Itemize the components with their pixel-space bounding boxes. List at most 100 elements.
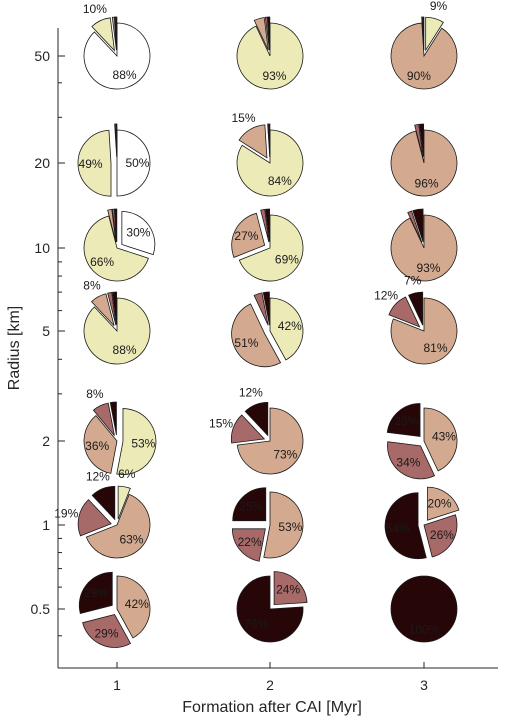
pie-2-20: 84% 15%: [232, 111, 304, 197]
pie-slice: [263, 491, 304, 559]
x-tick-label: 2: [266, 677, 274, 693]
pie-slice: [236, 575, 304, 643]
pie-slice: [117, 485, 131, 520]
pie-slice: [77, 499, 112, 537]
pie-3-1: 20% 26% 54%: [384, 486, 460, 560]
pie-slice: [262, 291, 270, 326]
pie-slice: [408, 291, 424, 326]
pie-slice: [423, 514, 458, 558]
y-axis-label: Radius [km]: [6, 306, 23, 390]
pie-slice: [236, 22, 304, 90]
pie-2-10: 69% 27%: [231, 208, 304, 282]
pie-slice: [390, 22, 458, 90]
pie-slice: [83, 415, 118, 474]
pie-charts: 88% 10% 93% 9% 90% 50% 49% 84% 15% 96% 30% 66% 69% 27…: [54, 0, 460, 648]
pie-slice: [92, 402, 115, 436]
slice-percent-label: 7%: [404, 273, 422, 287]
pie-slice: [390, 575, 458, 643]
slice-percent-label: 23%: [394, 414, 418, 428]
slice-percent-label: 88%: [113, 343, 137, 357]
slice-percent-label: 69%: [275, 253, 299, 267]
pie-slice: [425, 16, 444, 52]
slice-percent-label: 34%: [396, 455, 420, 469]
pie-slice: [253, 17, 269, 51]
x-axis-label: Formation after CAI [Myr]: [182, 699, 362, 716]
pie-3-0_5: 100%: [390, 575, 458, 643]
pie-slice: [387, 441, 436, 480]
pie-slice: [388, 296, 421, 328]
pie-1-5: 88% 8%: [83, 278, 151, 365]
pie-slice: [112, 291, 118, 326]
pie-3-5: 81% 12% 7%: [374, 273, 458, 365]
pie-slice: [390, 129, 458, 197]
y-tick-label: 5: [42, 323, 50, 339]
slice-percent-label: 22%: [238, 535, 262, 549]
pie-slice: [390, 214, 458, 282]
slice-percent-label: 24%: [276, 583, 300, 597]
slice-percent-label: 66%: [90, 255, 114, 269]
slice-percent-label: 26%: [430, 528, 454, 542]
slice-percent-label: 15%: [209, 416, 233, 430]
pie-slice: [427, 486, 460, 521]
axes: [57, 28, 498, 669]
pie-1-50: 88% 10%: [83, 2, 151, 90]
slice-percent-label: 96%: [415, 176, 439, 190]
pie-slice: [231, 303, 282, 368]
slice-percent-label: 42%: [278, 319, 302, 333]
pie-slice: [114, 208, 118, 243]
slice-percent-label: 8%: [83, 278, 101, 292]
pie-slice: [412, 208, 424, 243]
pie-slice: [253, 292, 269, 326]
slice-percent-label: 50%: [125, 156, 149, 170]
slice-percent-label: 29%: [94, 626, 118, 640]
pie-slice: [238, 124, 268, 159]
pie-2-50: 93%: [236, 16, 304, 90]
pie-slice: [236, 407, 304, 475]
slice-percent-label: 76%: [244, 617, 268, 631]
pie-slice: [116, 575, 151, 639]
slice-percent-label: 9%: [430, 0, 448, 13]
pie-3-50: 9% 90%: [390, 0, 458, 90]
pie-1-10: 30% 66%: [83, 208, 156, 282]
slice-percent-label: 27%: [234, 229, 258, 243]
pie-slice: [115, 16, 118, 51]
slice-percent-label: 20%: [428, 497, 452, 511]
pie-slice: [232, 487, 267, 522]
pie-slice: [231, 212, 266, 258]
pie-slice: [231, 528, 266, 562]
slice-percent-label: 81%: [423, 341, 447, 355]
pie-slice: [83, 297, 151, 365]
pie-slice: [82, 614, 132, 648]
slice-percent-label: 10%: [83, 2, 107, 16]
pie-slice: [268, 123, 271, 158]
pie-slice: [83, 22, 151, 90]
pie-slice: [419, 123, 425, 158]
pie-slice: [85, 493, 151, 559]
pie-slice: [90, 293, 115, 327]
slice-percent-label: 6%: [118, 467, 136, 481]
pie-slice: [109, 401, 117, 436]
slice-percent-label: 84%: [268, 174, 292, 188]
slice-percent-label: 63%: [119, 532, 143, 546]
pie-slice: [121, 211, 156, 256]
slice-percent-label: 12%: [374, 288, 398, 302]
slice-percent-label: 25%: [239, 499, 263, 513]
x-ticks: 1 2 3: [113, 662, 428, 693]
slice-percent-label: 29%: [84, 586, 108, 600]
pie-slice: [91, 486, 116, 521]
slice-percent-label: 12%: [239, 386, 263, 400]
pie-slice: [384, 492, 427, 560]
pie-slice: [267, 16, 271, 51]
pie-slice: [265, 208, 271, 243]
pie-2-0_5: 24% 76%: [236, 571, 308, 643]
pie-slice: [236, 129, 304, 197]
pie-3-10: 93%: [390, 208, 458, 282]
pie-slice: [230, 414, 266, 444]
slice-percent-label: 42%: [125, 597, 149, 611]
y-tick-label: 50: [34, 48, 50, 64]
y-tick-label: 0.5: [31, 601, 51, 617]
x-tick-label: 1: [113, 677, 121, 693]
pie-slice: [386, 403, 421, 437]
slice-percent-label: 36%: [85, 439, 109, 453]
